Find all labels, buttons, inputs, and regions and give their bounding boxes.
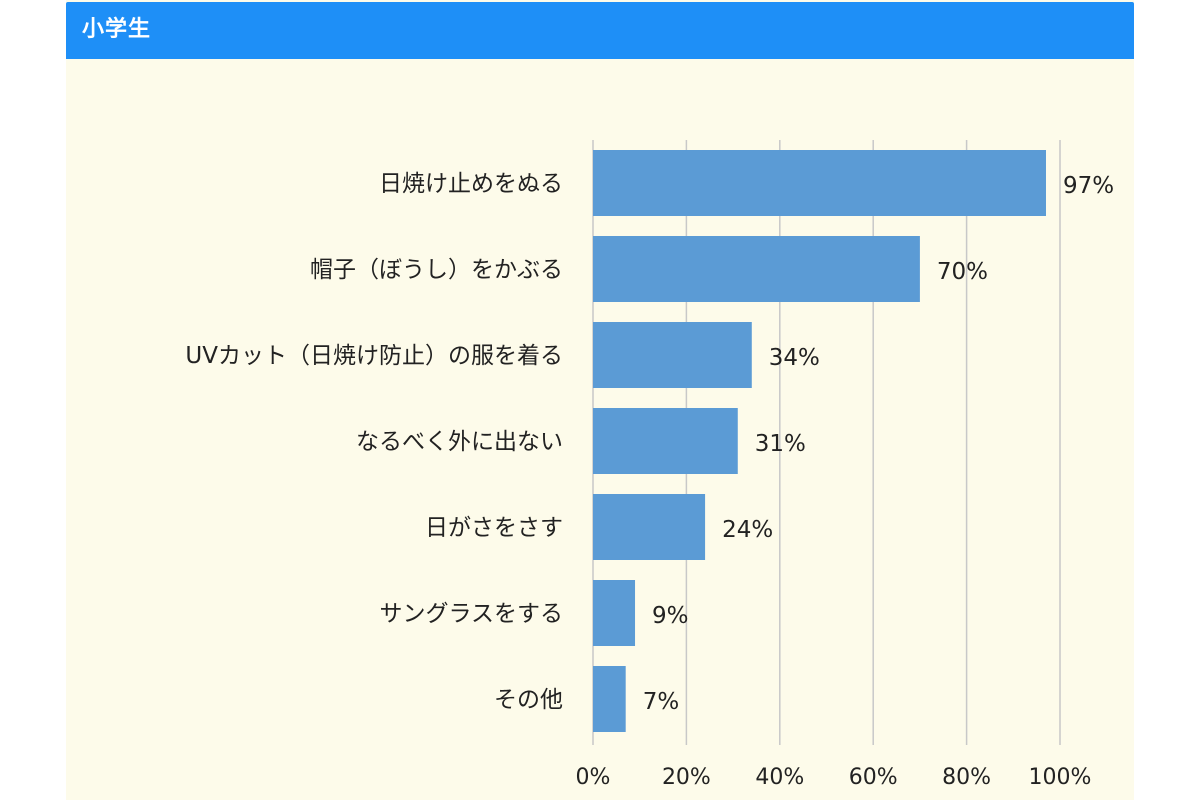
category-label: サングラスをする: [379, 601, 563, 627]
value-labels: 97% 70% 34% 31% 24% 9% 7%: [643, 173, 1114, 715]
category-label: 帽子（ぼうし）をかぶる: [310, 257, 563, 283]
bar: [593, 236, 920, 302]
value-label: 7%: [643, 689, 680, 715]
bar: [593, 494, 706, 560]
x-tick-label: 0%: [576, 765, 611, 790]
value-label: 34%: [769, 345, 820, 371]
value-label: 24%: [722, 517, 773, 543]
x-tick-label: 20%: [662, 765, 711, 790]
section-header: 小学生: [66, 2, 1134, 59]
bar: [593, 580, 636, 646]
category-label: 日焼け止めをぬる: [379, 171, 563, 197]
x-tick-label: 40%: [755, 765, 804, 790]
bar: [593, 408, 738, 474]
value-label: 70%: [937, 259, 988, 285]
bars: [593, 150, 1046, 732]
header-title: 小学生: [82, 17, 152, 42]
category-label: 日がさをさす: [425, 515, 563, 541]
bar: [593, 666, 626, 732]
x-tick-label: 100%: [1029, 765, 1092, 790]
x-tick-label: 60%: [849, 765, 898, 790]
x-tick-label: 80%: [942, 765, 991, 790]
value-label: 97%: [1063, 173, 1114, 199]
bar: [593, 150, 1046, 216]
value-label: 9%: [652, 603, 689, 629]
category-label: なるべく外に出ない: [356, 429, 563, 455]
category-label: UVカット（日焼け防止）の服を着る: [185, 343, 563, 369]
category-label: その他: [494, 687, 563, 713]
value-label: 31%: [755, 431, 806, 457]
x-tick-labels: 0% 20% 40% 60% 80% 100%: [576, 765, 1092, 790]
bar: [593, 322, 752, 388]
